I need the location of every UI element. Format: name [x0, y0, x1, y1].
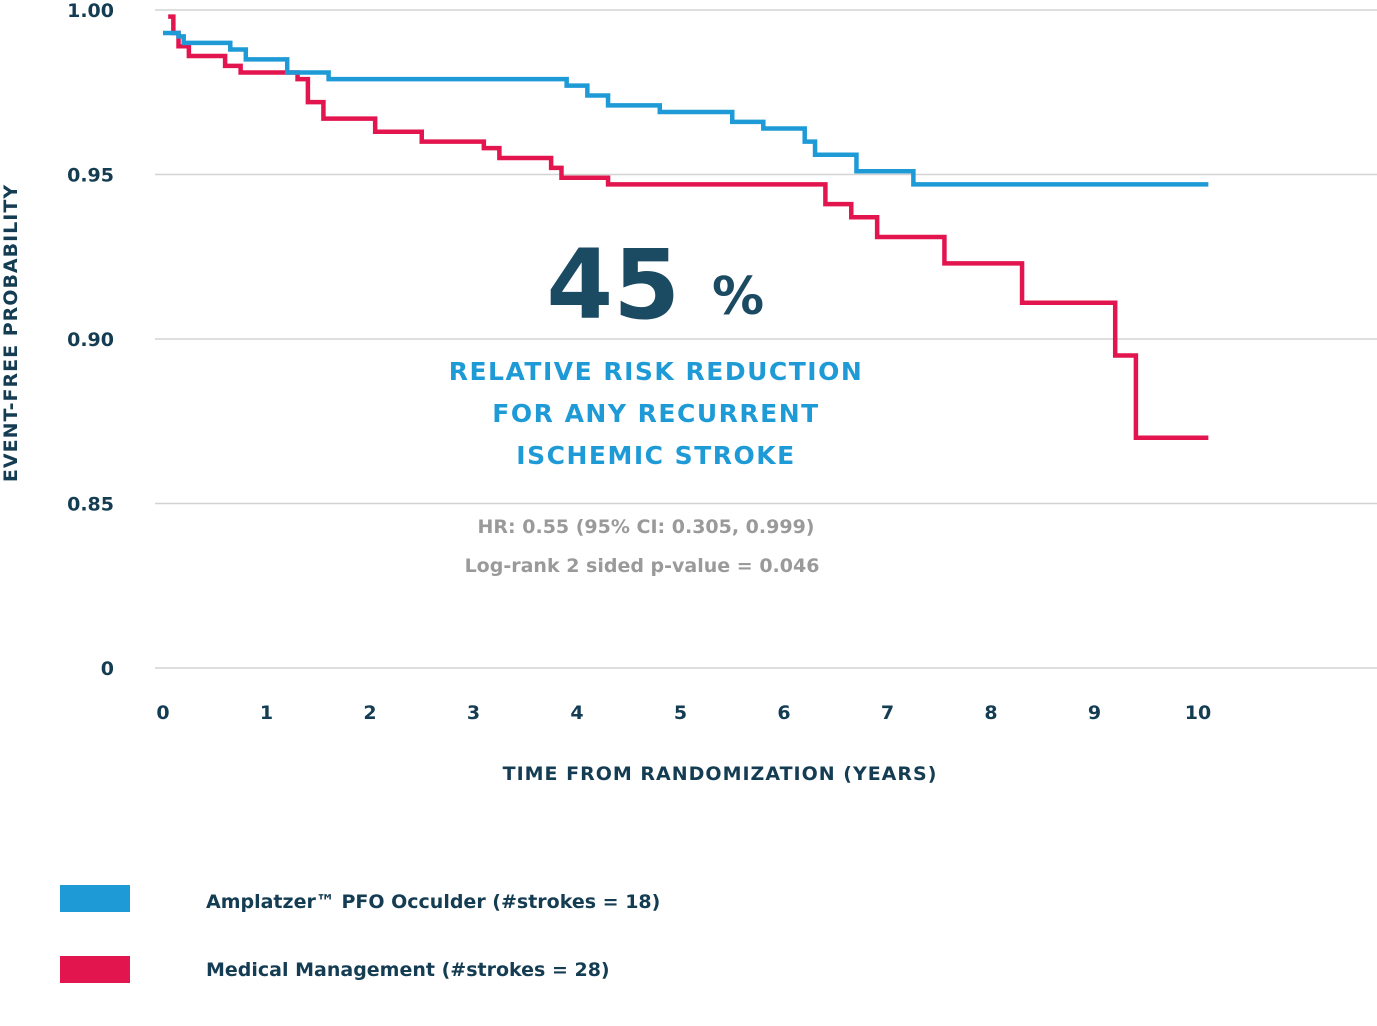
callout-line-1: RELATIVE RISK REDUCTION	[449, 357, 864, 386]
x-tick-label-3: 3	[467, 702, 480, 724]
survival-curves	[163, 14, 1209, 440]
x-tick-label-8: 8	[984, 702, 997, 724]
legend: Amplatzer™ PFO Occulder (#strokes = 18) …	[60, 885, 660, 983]
p-value-text: Log-rank 2 sided p-value = 0.046	[465, 555, 820, 577]
y-tick-label-3: 0.85	[67, 494, 114, 516]
legend-swatch-medical	[60, 956, 130, 983]
y-tick-labels: 1.00 0.95 0.90 0.85 0	[67, 0, 114, 680]
risk-reduction-value: 45	[546, 229, 680, 341]
y-tick-label-2: 0.90	[67, 329, 114, 351]
x-tick-label-9: 9	[1088, 702, 1101, 724]
x-tick-label-10: 10	[1185, 702, 1211, 724]
x-axis-label: TIME FROM RANDOMIZATION (YEARS)	[503, 763, 938, 785]
legend-label-medical: Medical Management (#strokes = 28)	[206, 959, 610, 981]
y-tick-label-1: 0.95	[67, 165, 114, 187]
callout-line-2: FOR ANY RECURRENT	[492, 399, 819, 428]
y-tick-label-4: 0	[101, 658, 114, 680]
risk-reduction-percent: %	[712, 267, 764, 327]
hazard-ratio-text: HR: 0.55 (95% CI: 0.305, 0.999)	[478, 516, 815, 538]
y-tick-label-0: 1.00	[67, 0, 114, 22]
x-tick-label-4: 4	[570, 702, 583, 724]
x-tick-label-7: 7	[881, 702, 894, 724]
legend-swatch-occluder	[60, 885, 130, 912]
x-tick-labels: 0 1 2 3 4 5 6 7 8 9 10	[156, 702, 1211, 724]
x-tick-label-2: 2	[363, 702, 376, 724]
y-axis-label: EVENT-FREE PROBABILITY	[0, 184, 22, 482]
occluder-curve	[163, 30, 1209, 187]
legend-label-occluder: Amplatzer™ PFO Occulder (#strokes = 18)	[206, 891, 660, 913]
x-tick-label-5: 5	[674, 702, 687, 724]
x-tick-label-6: 6	[777, 702, 790, 724]
callout-line-3: ISCHEMIC STROKE	[516, 441, 795, 470]
gridlines	[155, 9, 1377, 669]
x-tick-label-1: 1	[260, 702, 273, 724]
x-tick-label-0: 0	[156, 702, 169, 724]
medical-curve	[168, 14, 1209, 440]
